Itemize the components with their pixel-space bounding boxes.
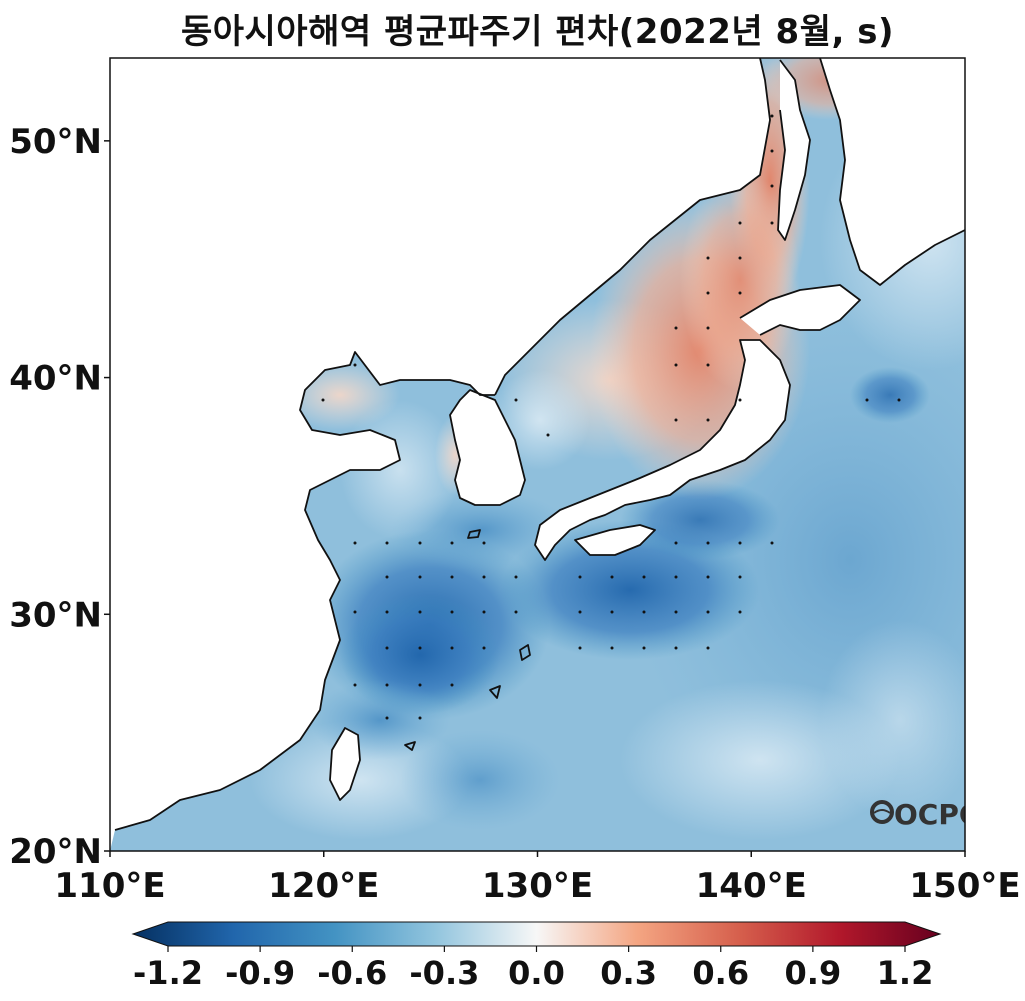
anomaly-field: OCPC [110, 58, 979, 851]
colorbar-tick-label: 0.3 [600, 954, 657, 992]
longitude-axis: 110°E 120°E 130°E 140°E 150°E [54, 851, 1021, 906]
colorbar-tick-label: 0.0 [508, 954, 565, 992]
lon-label: 120°E [268, 866, 379, 906]
colorbar: -1.2 -0.9 -0.6 -0.3 0.0 0.3 0.6 0.9 1.2 [131, 921, 942, 992]
lat-label: 20°N [9, 832, 102, 872]
colorbar-tick-label: 1.2 [877, 954, 934, 992]
colorbar-tick-label: -0.3 [409, 954, 479, 992]
lat-label: 50°N [9, 122, 102, 162]
coastlines [114, 58, 965, 831]
logo-text: OCPC [894, 798, 979, 831]
colorbar-tick-label: -0.9 [225, 954, 295, 992]
map-title: 동아시아해역 평균파주기 편차(2022년 8월, s) [180, 12, 895, 52]
lon-label: 150°E [909, 866, 1020, 906]
colorbar-tick-label: -0.6 [317, 954, 387, 992]
colorbar-tick-label: 0.6 [692, 954, 749, 992]
latitude-axis: 50°N 40°N 30°N 20°N [9, 122, 110, 872]
colorbar-tick-label: -1.2 [133, 954, 203, 992]
lon-label: 140°E [696, 866, 807, 906]
colorbar-ticks: -1.2 -0.9 -0.6 -0.3 0.0 0.3 0.6 0.9 1.2 [133, 946, 933, 992]
lat-label: 40°N [9, 359, 102, 399]
colorbar-tick-label: 0.9 [785, 954, 842, 992]
significance-dots [321, 114, 901, 720]
ocpc-logo: OCPC [870, 798, 979, 831]
lon-label: 110°E [54, 866, 165, 906]
lon-label: 130°E [482, 866, 593, 906]
colorbar-bar [131, 921, 942, 947]
lat-label: 30°N [9, 595, 102, 635]
